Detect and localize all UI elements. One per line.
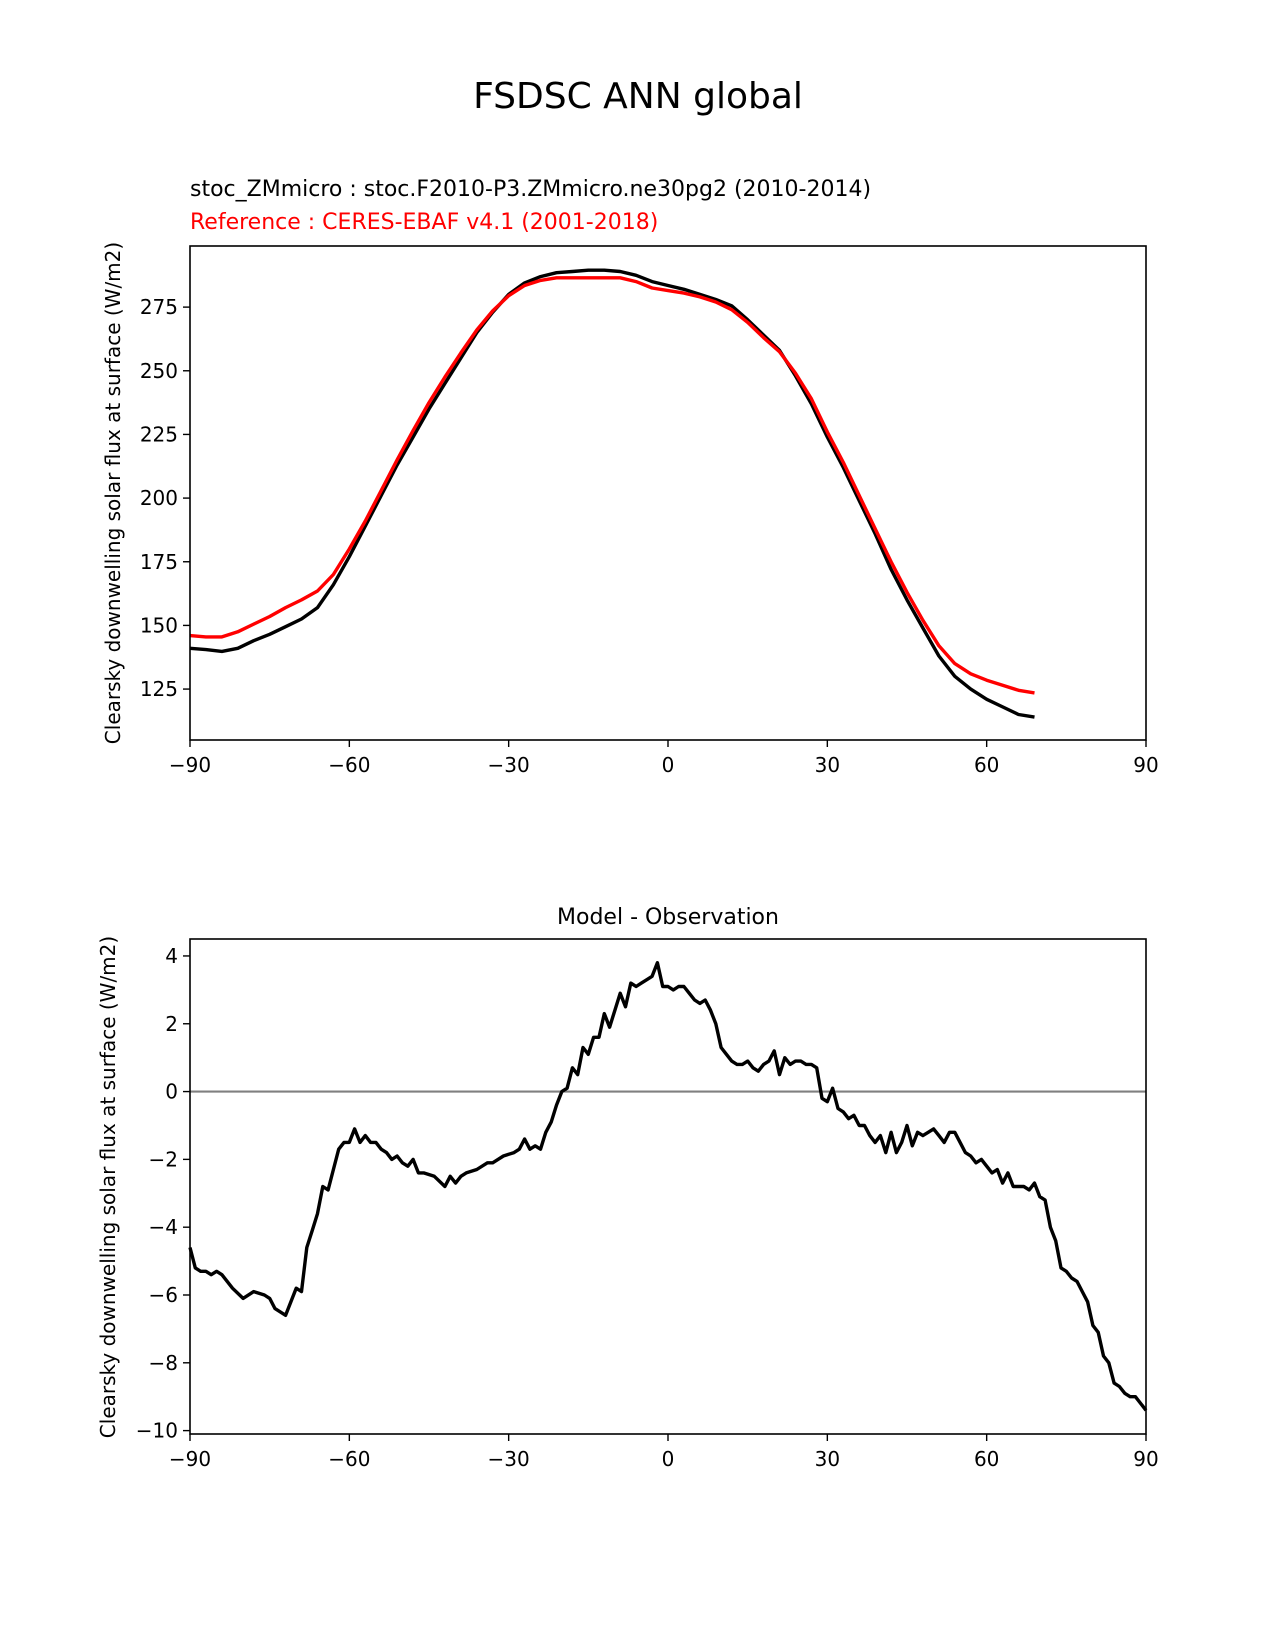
y-tick-label: 250	[140, 359, 178, 383]
x-tick-label: 60	[974, 753, 999, 777]
y-tick-label: 225	[140, 422, 178, 446]
y-tick-label: 200	[140, 486, 178, 510]
x-tick-label: 90	[1133, 1447, 1158, 1471]
figure-title: FSDSC ANN global	[473, 76, 803, 117]
test-series-line	[189, 268, 1035, 719]
x-tick-label: −30	[488, 1447, 530, 1471]
y-tick-label: 150	[140, 613, 178, 637]
x-tick-label: 0	[662, 753, 675, 777]
y-tick-label: −2	[149, 1147, 178, 1171]
top-axes-frame	[189, 245, 1147, 741]
x-tick-label: −90	[169, 1447, 211, 1471]
y-tick-label: 4	[165, 944, 178, 968]
y-tick-label: 125	[140, 677, 178, 701]
bottom-chart-title: Model - Observation	[557, 905, 779, 930]
y-tick-label: 0	[165, 1080, 178, 1104]
bottom-chart: Model - Observation Clearsky downwelling…	[96, 905, 1159, 1471]
y-tick-label: 275	[140, 295, 178, 319]
y-tick-label: 175	[140, 550, 178, 574]
difference-series-line	[188, 961, 1148, 1412]
x-tick-label: 0	[662, 1447, 675, 1471]
x-tick-label: 60	[974, 1447, 999, 1471]
reference-series-line	[189, 276, 1035, 695]
y-tick-label: −4	[149, 1215, 178, 1239]
x-tick-label: −30	[488, 753, 530, 777]
x-tick-label: −90	[169, 753, 211, 777]
y-tick-label: −8	[149, 1351, 178, 1375]
y-tick-label: −6	[149, 1283, 178, 1307]
top-plot-area: −90 −60 −30 0 30 60 90 125 150 175 200 225 250 275	[140, 268, 1159, 777]
bottom-axes-frame	[189, 938, 1147, 1435]
reference-label: Reference : CERES-EBAF v4.1 (2001-2018)	[190, 210, 658, 235]
bottom-plot-area: −90 −60 −30 0 30 60 90 −10 −8 −6 −4 −2 0 2 4	[136, 944, 1159, 1471]
top-y-axis-label: Clearsky downwelling solar flux at surfa…	[101, 242, 125, 744]
bottom-y-axis-label: Clearsky downwelling solar flux at surfa…	[96, 936, 120, 1438]
test-run-label: stoc_ZMmicro : stoc.F2010-P3.ZMmicro.ne3…	[190, 177, 871, 202]
y-tick-label: 2	[165, 1012, 178, 1036]
x-tick-label: 30	[815, 1447, 840, 1471]
top-chart: stoc_ZMmicro : stoc.F2010-P3.ZMmicro.ne3…	[101, 177, 1159, 777]
y-tick-label: −10	[136, 1419, 178, 1443]
x-tick-label: −60	[328, 753, 370, 777]
x-tick-label: 30	[815, 753, 840, 777]
x-tick-label: −60	[328, 1447, 370, 1471]
x-tick-label: 90	[1133, 753, 1158, 777]
